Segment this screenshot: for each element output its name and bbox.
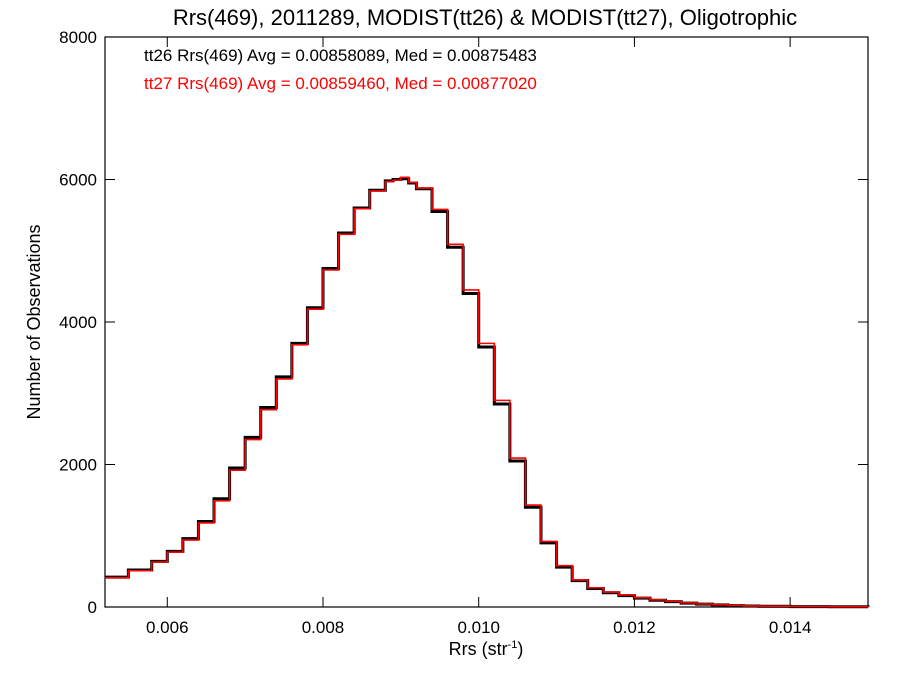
y-axis: 0 2000 4000 6000 8000 (59, 28, 868, 617)
series-line (105, 177, 870, 609)
legend-entry: tt27 Rrs(469) Avg = 0.00859460, Med = 0.… (144, 74, 537, 93)
y-axis-title: Number of Observations (24, 224, 44, 419)
chart-title: Rrs(469), 2011289, MODIST(tt26) & MODIST… (173, 5, 797, 30)
series-line (105, 176, 869, 608)
y-tick-label: 6000 (59, 171, 97, 190)
x-axis-title-superscript: -1 (508, 639, 518, 651)
y-tick-label: 8000 (59, 28, 97, 47)
x-tick-label: 0.010 (457, 618, 500, 637)
x-tick-label: 0.008 (302, 618, 345, 637)
x-axis-title: Rrs (str-1) (449, 639, 524, 659)
plot-frame (104, 36, 869, 608)
x-axis-title-main: Rrs (str (449, 639, 508, 659)
y-tick-label: 0 (88, 598, 97, 617)
x-tick-label: 0.012 (613, 618, 656, 637)
legend-entry: tt26 Rrs(469) Avg = 0.00858089, Med = 0.… (144, 46, 537, 65)
x-axis-title-end: ) (517, 639, 523, 659)
y-tick-label: 4000 (59, 313, 97, 332)
x-tick-label: 0.014 (769, 618, 812, 637)
x-axis: 0.006 0.008 0.010 0.012 0.014 (146, 37, 811, 637)
series-layer (105, 176, 870, 609)
x-tick-label: 0.006 (146, 618, 189, 637)
legend: tt26 Rrs(469) Avg = 0.00858089, Med = 0.… (144, 46, 537, 93)
y-tick-label: 2000 (59, 456, 97, 475)
